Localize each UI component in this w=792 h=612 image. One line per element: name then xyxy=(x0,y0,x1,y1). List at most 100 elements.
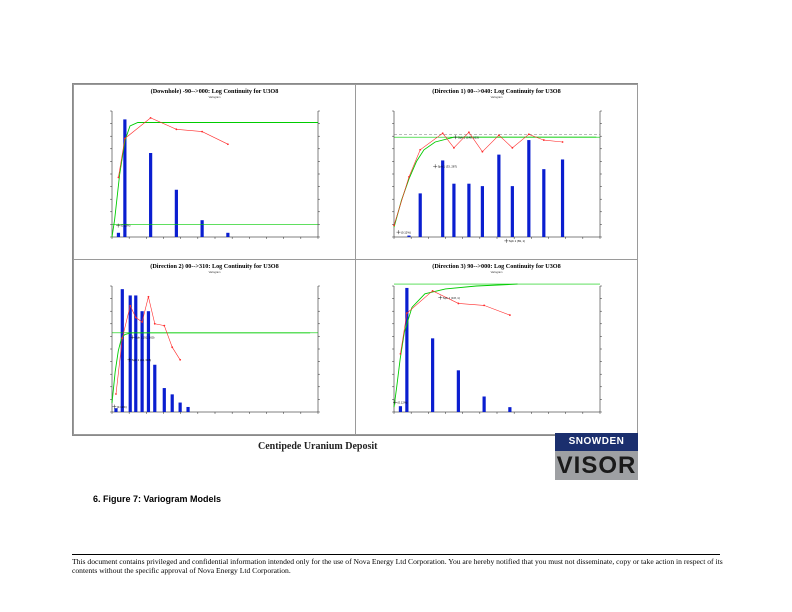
pair-count-bar xyxy=(527,140,531,237)
pair-count-bar xyxy=(162,388,166,412)
panel-title: (Downhole) -90-->000: Log Continuity for… xyxy=(150,88,279,95)
variogram-point xyxy=(542,139,545,141)
variogram-point xyxy=(408,176,410,178)
pair-count-bar xyxy=(560,159,565,237)
variogram-point xyxy=(141,321,144,323)
panel-title: (Direction 1) 00-->040: Log Continuity f… xyxy=(432,88,561,95)
figure-caption: 6. Figure 7: Variogram Models xyxy=(93,494,222,504)
variogram-point xyxy=(147,295,150,298)
variogram-point xyxy=(527,133,530,136)
variogram-point xyxy=(115,393,117,395)
variogram-point xyxy=(481,150,484,153)
pair-count-bar xyxy=(123,119,127,237)
experimental-variogram-line xyxy=(393,131,563,226)
pair-count-bar xyxy=(456,370,460,412)
pair-count-bar xyxy=(186,406,190,412)
variogram-model-curve xyxy=(393,283,518,408)
variogram-point xyxy=(561,141,564,143)
annotation-label: (0.12%) xyxy=(117,405,127,409)
variogram-point xyxy=(149,116,152,119)
variogram-point xyxy=(511,146,514,149)
variogram-point xyxy=(134,316,137,319)
pair-count-bar xyxy=(467,183,471,237)
annotation-marker xyxy=(396,230,401,235)
annotation-marker xyxy=(127,357,132,362)
annotation-marker xyxy=(116,223,121,228)
pair-count-bar xyxy=(178,402,182,412)
pair-count-bar xyxy=(120,289,124,412)
pair-count-bar xyxy=(140,311,144,412)
variogram-point xyxy=(121,337,124,340)
pair-count-bar xyxy=(116,232,121,237)
variogram-chart: Sph 1 (91, 160) Sph 1 (16, 015) (0.12%) xyxy=(110,285,320,414)
annotation-label: (0.12%) xyxy=(121,224,131,228)
snowden-visor-logo: SNOWDEN VISOR xyxy=(555,433,638,480)
pair-count-bar xyxy=(149,153,153,237)
pair-count-bar xyxy=(480,186,484,237)
variogram-point xyxy=(508,314,511,316)
variogram-point xyxy=(129,304,132,307)
variogram-point xyxy=(457,302,460,305)
variogram-point xyxy=(468,131,470,134)
variogram-panel-direction-3: (Direction 3) 90-->000: Log Continuity f… xyxy=(355,259,638,435)
variogram-point xyxy=(431,289,434,292)
variogram-model-curve xyxy=(393,136,597,228)
pair-count-bar xyxy=(128,295,132,412)
annotation-marker xyxy=(130,335,135,340)
variogram-panel-direction-2: (Direction 2) 00-->310: Log Continuity f… xyxy=(73,259,356,435)
annotation-marker xyxy=(438,295,443,300)
variogram-point xyxy=(117,176,120,179)
annotation-label: Sph 1 (148, 013) xyxy=(458,135,479,139)
pair-count-bar xyxy=(452,183,456,237)
logo-top-text: SNOWDEN xyxy=(555,433,638,451)
figure-caption-band xyxy=(72,435,638,458)
annotation-marker xyxy=(453,135,458,140)
variogram-point xyxy=(201,130,204,133)
variogram-point xyxy=(399,352,402,355)
annotation-label: Sph 1 (91, 160) xyxy=(135,336,154,340)
pair-count-bar xyxy=(174,189,178,237)
pair-count-bar xyxy=(482,396,486,412)
pair-count-bar xyxy=(170,394,174,412)
panel-subtitle: Variogram xyxy=(490,271,503,274)
logo-bottom-text: VISOR xyxy=(555,451,638,480)
variogram-chart: Sph 1 (148, 013) Sph 1 (33, 287) (0.12%) Sp… xyxy=(392,110,602,243)
footer-divider xyxy=(72,554,720,555)
variogram-point xyxy=(453,146,455,149)
pair-count-bar xyxy=(200,220,204,237)
pair-count-bar xyxy=(510,186,514,237)
variogram-panel-downhole: (Downhole) -90-->000: Log Continuity for… xyxy=(73,84,356,260)
annotation-marker xyxy=(433,164,438,169)
variogram-point xyxy=(153,322,156,325)
variogram-point xyxy=(226,143,229,146)
pair-count-bar xyxy=(508,407,512,412)
panel-title: (Direction 3) 90-->000: Log Continuity f… xyxy=(432,263,561,270)
variogram-figure: (Downhole) -90-->000: Log Continuity for… xyxy=(72,83,638,435)
annotation-label: (0.12%) xyxy=(401,230,411,234)
pair-count-bar xyxy=(418,193,422,237)
pair-count-bar xyxy=(441,160,445,237)
variogram-point xyxy=(393,224,395,227)
variogram-point xyxy=(175,128,178,131)
variogram-point xyxy=(171,346,174,349)
variogram-point xyxy=(123,137,126,140)
annotation-marker xyxy=(504,238,509,243)
annotation-marker xyxy=(112,404,117,409)
panel-subtitle: Variogram xyxy=(208,271,221,274)
panel-subtitle: Variogram xyxy=(208,96,221,99)
pair-count-bar xyxy=(405,287,409,412)
annotation-marker xyxy=(393,400,398,405)
pair-count-bar xyxy=(146,311,151,412)
experimental-variogram-line xyxy=(400,290,511,354)
annotation-label: Sph 1 (16, 015) xyxy=(132,358,151,362)
variogram-point xyxy=(441,132,444,135)
deposit-title: Centipede Uranium Deposit xyxy=(258,441,378,452)
variogram-point xyxy=(483,304,486,307)
variogram-chart: Sph 1 (0.8, 1) (0.12%) xyxy=(392,283,602,414)
pair-count-bar xyxy=(398,406,403,412)
annotation-label: (0.12%) xyxy=(398,401,408,405)
panel-subtitle: Variogram xyxy=(490,96,503,99)
experimental-variogram-line xyxy=(118,117,229,178)
annotation-label: Sph 1 (33, 287) xyxy=(438,164,457,168)
pair-count-bar xyxy=(542,169,546,237)
